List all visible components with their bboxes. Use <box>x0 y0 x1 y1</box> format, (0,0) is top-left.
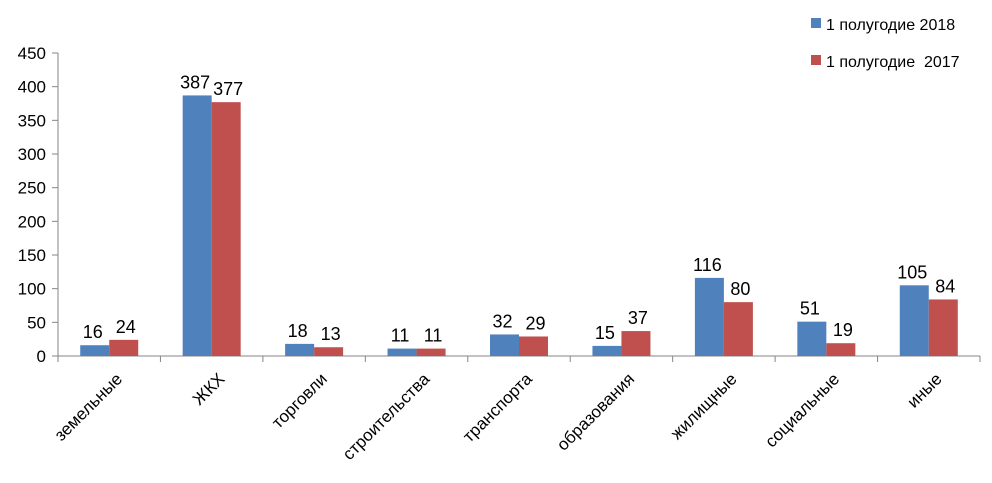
bar-series1-6 <box>694 277 724 356</box>
bar-series1-8 <box>899 285 929 356</box>
data-label-series2-5: 37 <box>628 308 648 328</box>
y-tick-label: 250 <box>18 179 46 198</box>
category-label: жилищные <box>667 369 741 443</box>
data-label-series2-3: 11 <box>424 326 443 346</box>
category-label: торговли <box>268 369 331 432</box>
data-label-series2-2: 13 <box>321 324 341 344</box>
category-label: ЖКХ <box>189 369 229 409</box>
data-label-series1-4: 32 <box>492 311 512 331</box>
data-label-series1-2: 18 <box>288 321 308 341</box>
data-label-series2-4: 29 <box>525 313 545 333</box>
bar-series1-3 <box>387 348 417 356</box>
bar-series2-3 <box>416 348 446 356</box>
category-label: социальные <box>761 369 843 451</box>
category-label: земельные <box>51 369 126 444</box>
bar-series1-5 <box>592 345 622 356</box>
y-axis: 0 50 100 150 200 250 300 350 400 450 <box>18 44 59 366</box>
category-label: строительства <box>339 369 434 464</box>
y-tick-label: 50 <box>27 313 46 332</box>
bar-series1-0 <box>80 345 110 356</box>
y-tick-label: 100 <box>18 280 46 299</box>
data-label-series1-3: 11 <box>391 326 410 346</box>
bar-series2-7 <box>826 343 856 356</box>
category-label: образования <box>553 369 638 454</box>
category-labels: земельные ЖКХ торговли строительства транспо… <box>51 369 946 464</box>
bars <box>80 95 958 357</box>
category-label: транспорта <box>459 369 536 446</box>
bar-series2-4 <box>519 336 548 356</box>
legend-label-2: 1 полугодие 2017 <box>826 54 960 71</box>
bar-series1-1 <box>182 95 212 357</box>
bar-series2-5 <box>621 331 651 356</box>
data-label-series2-8: 84 <box>935 276 955 296</box>
legend-label-1: 1 полугодие 2018 <box>826 17 955 34</box>
legend: 1 полугодие 2018 1 полугодие 2017 <box>811 17 960 71</box>
bar-series2-8 <box>928 299 958 356</box>
data-label-series2-6: 80 <box>730 279 750 299</box>
y-tick-label: 200 <box>18 212 46 231</box>
y-tick-label: 450 <box>18 44 46 63</box>
bar-series1-7 <box>797 321 827 356</box>
bar-series2-1 <box>211 102 241 356</box>
bar-series1-2 <box>285 343 315 356</box>
data-label-series2-7: 19 <box>833 320 853 340</box>
bar-series2-2 <box>314 347 344 356</box>
y-tick-label: 150 <box>18 246 46 265</box>
bar-series2-0 <box>109 339 139 356</box>
data-label-series1-1: 387 <box>180 72 210 92</box>
data-label-series1-0: 16 <box>83 322 103 342</box>
data-label-series2-0: 24 <box>116 317 136 337</box>
y-tick-label: 400 <box>18 78 46 97</box>
bar-series1-4 <box>490 334 519 356</box>
data-label-series1-6: 116 <box>693 255 722 275</box>
legend-swatch-2 <box>811 55 821 65</box>
data-labels: 16 24 387 377 18 13 11 11 32 29 15 37 116 80 51 19 105 84 <box>83 72 956 345</box>
category-label: иные <box>903 369 945 411</box>
legend-swatch-1 <box>811 18 821 28</box>
y-tick-label: 0 <box>37 347 46 366</box>
bar-series2-6 <box>723 302 753 356</box>
data-label-series2-1: 377 <box>213 79 243 99</box>
data-label-series1-7: 51 <box>800 299 820 319</box>
x-axis <box>57 355 981 362</box>
data-label-series1-5: 15 <box>595 323 615 343</box>
data-label-series1-8: 105 <box>897 262 927 282</box>
y-tick-label: 300 <box>18 145 46 164</box>
y-tick-label: 350 <box>18 111 46 130</box>
